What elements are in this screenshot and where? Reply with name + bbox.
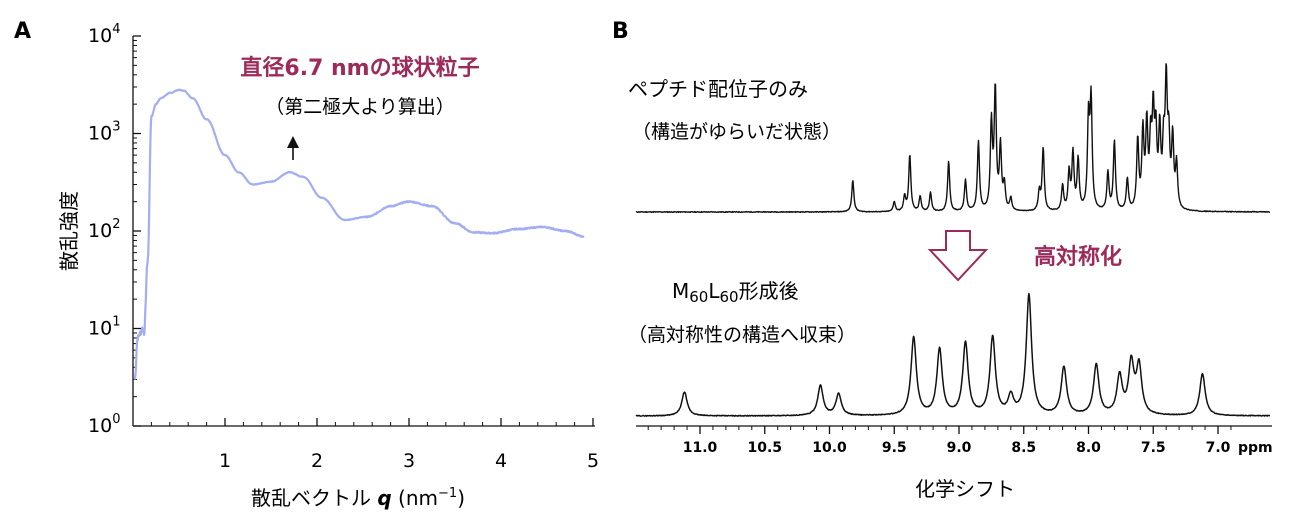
panel-a-x-tick-label: 3 <box>403 450 415 472</box>
panel-b-bottom-label-l: L <box>708 279 720 303</box>
panel-b-x-tick-label: 10.0 <box>812 440 847 456</box>
panel-a-xlabel-var: q <box>377 486 391 510</box>
panel-a-xlabel-unit: (nm <box>392 486 438 510</box>
panel-b-x-tick-label: 9.0 <box>947 440 972 456</box>
panel-a-y-tick-base: 10 <box>88 318 112 340</box>
panel-a-letter: A <box>14 19 31 44</box>
panel-b-x-tick-label: 9.5 <box>882 440 907 456</box>
panel-b-top-sub: （構造がゆらいだ状態） <box>632 121 841 143</box>
saxs-curve-line <box>133 88 585 380</box>
panel-a-y-tick-exp: 1 <box>112 315 120 330</box>
panel-a-xlabel: 散乱ベクトル q (nm−1) <box>251 486 465 510</box>
panel-a-x-ticks: 1 2 3 4 5 <box>150 418 599 472</box>
panel-b-top-label: ペプチド配位子のみ <box>628 77 808 101</box>
panel-b-arrow-label: 高対称化 <box>1034 244 1122 270</box>
panel-a-xlabel-close: ) <box>457 486 465 510</box>
panel-b-x-tick-label: 7.0 <box>1206 440 1231 456</box>
panel-a-y-tick-label: 104 <box>88 22 120 47</box>
nmr-bottom-trace <box>635 292 1271 417</box>
hollow-down-arrow <box>927 230 989 282</box>
panel-a-y-tick-exp: 4 <box>112 22 120 37</box>
panel-a-annotation-sub: （第二極大より算出） <box>265 96 455 118</box>
panel-a-x-tick-label: 1 <box>219 450 231 472</box>
panel-a-xlabel-exp: −1 <box>438 486 457 501</box>
panel-a-y-tick-exp: 3 <box>112 120 120 135</box>
panel-a-x-tick-label: 5 <box>587 450 599 472</box>
panel-a-x-tick-label: 2 <box>311 450 323 472</box>
panel-a-y-tick-exp: 0 <box>112 412 120 427</box>
panel-a-xlabel-prefix: 散乱ベクトル <box>251 486 377 510</box>
panel-b-x-tick-label: 7.5 <box>1141 440 1166 456</box>
panel-b-unit-label: ppm <box>1238 440 1273 456</box>
panel-a-y-tick-exp: 2 <box>112 217 120 232</box>
panel-a-y-tick-base: 10 <box>88 25 112 47</box>
panel-b-x-ticks: 11.0 10.5 10.0 9.5 9.0 8.5 8.0 7.5 7.0 <box>647 426 1232 456</box>
panel-b-bottom-label-m: M <box>672 279 689 303</box>
panel-b-bottom-label-sub1: 60 <box>689 288 708 306</box>
panel-b-x-tick-label: 8.0 <box>1076 440 1101 456</box>
panel-a-y-tick-base: 10 <box>88 415 112 437</box>
panel-a-y-tick-label: 101 <box>88 315 120 340</box>
panel-a-y-tick-base: 10 <box>88 123 112 145</box>
panel-a-axes <box>132 36 595 427</box>
panel-a-annotation-arrow <box>287 136 299 160</box>
nmr-top-trace <box>635 63 1271 214</box>
panel-b-bottom-label: M60L60形成後 <box>672 279 799 306</box>
panel-b-x-tick-label: 10.5 <box>747 440 782 456</box>
panel-a-y-tick-label: 100 <box>88 412 120 437</box>
panel-b-letter: B <box>612 19 629 44</box>
panel-a-y-tick-base: 10 <box>88 220 112 242</box>
panel-a-ylabel: 散乱強度 <box>57 191 81 271</box>
panel-a-y-tick-label: 103 <box>88 120 120 145</box>
panel-a-x-tick-label: 4 <box>495 450 507 472</box>
panel-b-bottom-label-rest: 形成後 <box>739 279 799 303</box>
panel-b-x-tick-label: 8.5 <box>1011 440 1036 456</box>
panel-a-y-tick-label: 102 <box>88 217 120 242</box>
panel-b-xlabel: 化学シフト <box>915 477 1015 501</box>
panel-b-bottom-sub: （高対称性の構造へ収束） <box>628 324 856 346</box>
panel-b-x-tick-label: 11.0 <box>683 440 718 456</box>
panel-b-bottom-label-sub2: 60 <box>720 288 739 306</box>
panel-a-annotation-title: 直径6.7 nmの球状粒子 <box>240 55 479 81</box>
